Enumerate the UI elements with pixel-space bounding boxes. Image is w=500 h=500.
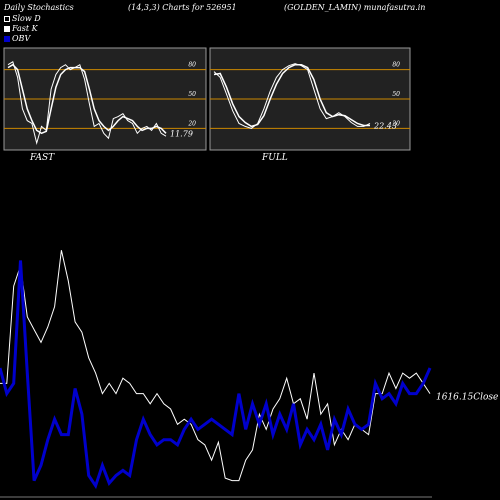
- chart-params: (14,3,3) Charts for 526951: [128, 3, 237, 12]
- series-line-fast-slow-d: [7, 63, 167, 135]
- last-value-label-full: 22.43: [373, 121, 397, 130]
- legend-item-obv: OBV: [4, 34, 30, 43]
- legend-swatch-fast-k: [4, 25, 10, 32]
- legend-label-fast-k: Fast K: [12, 24, 38, 33]
- series-line-full-slow-d: [213, 63, 370, 128]
- chart-title: Daily Stochastics: [4, 3, 74, 12]
- tick-label-fast-20: 20: [187, 120, 196, 127]
- tick-label-fast-50: 50: [188, 91, 196, 98]
- chart-source: (GOLDEN_LAMIN) munafasutra.in: [284, 3, 426, 12]
- panel-title-fast: FAST: [30, 153, 55, 163]
- legend-item-fast-k: Fast K: [4, 24, 38, 33]
- legend-item-slow-d: Slow D: [4, 14, 41, 23]
- series-line-close: [0, 250, 431, 482]
- legend-swatch-obv: [4, 35, 10, 42]
- tick-label-fast-80: 80: [188, 62, 196, 69]
- last-value-label-fast: 11.79: [170, 129, 193, 138]
- legend-swatch-slow-d: [4, 15, 10, 22]
- panel-title-full: FULL: [262, 153, 288, 163]
- series-line-obv: [0, 260, 432, 490]
- tick-label-full-20: 20: [391, 120, 400, 127]
- series-line-fast-fast-k: [7, 61, 167, 146]
- legend-label-slow-d: Slow D: [12, 14, 41, 23]
- last-value-label-close: 1616.15Close: [436, 393, 498, 403]
- legend-label-obv: OBV: [12, 34, 31, 43]
- tick-label-full-80: 80: [392, 62, 400, 69]
- tick-label-full-50: 50: [392, 91, 400, 98]
